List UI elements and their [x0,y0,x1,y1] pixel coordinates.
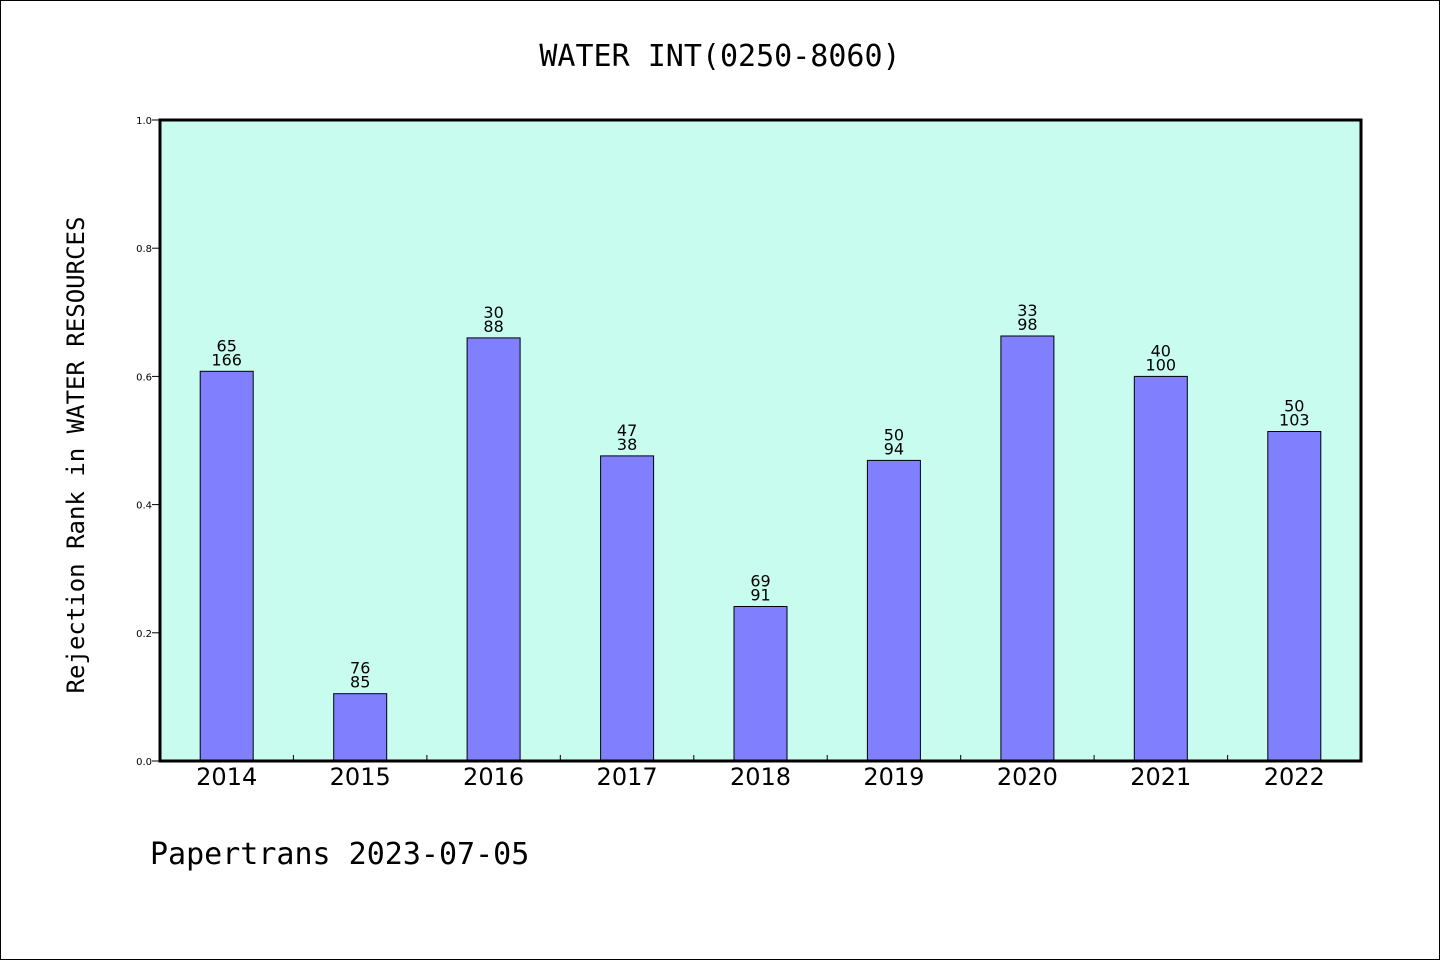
data-label-bottom-2015: 85 [350,673,370,692]
data-label-top-2018: 69 [750,572,770,591]
bar-2018 [733,606,788,762]
data-label-bottom-2014: 166 [211,350,242,369]
chart-title: WATER INT(0250-8060) [539,39,900,74]
x-tick-label-2017: 2017 [597,763,658,791]
data-label-top-2021: 40 [1151,341,1171,360]
x-tick-label-2015: 2015 [330,763,391,791]
data-label-top-2017: 47 [617,421,637,440]
bar-2022 [1267,431,1322,762]
data-label-top-2014: 65 [217,336,237,355]
data-label-bottom-2022: 103 [1279,411,1310,430]
data-label-bottom-2021: 100 [1146,355,1177,374]
data-label-bottom-2016: 88 [483,317,503,336]
footer-text: Papertrans 2023-07-05 [150,837,529,872]
x-tick-label-2018: 2018 [730,763,791,791]
x-tick-label-2014: 2014 [196,763,257,791]
data-label-bottom-2019: 94 [884,439,904,458]
y-tick-label: 0.2 [136,629,152,640]
y-axis-label: Rejection Rank in WATER RESOURCES [62,217,90,694]
data-label-top-2016: 30 [483,303,503,322]
bar-2016 [466,337,521,762]
bar-2020 [1000,335,1055,762]
x-tick-label-2020: 2020 [997,763,1058,791]
data-label-top-2015: 76 [350,659,370,678]
bar-2021 [1133,375,1188,762]
data-label-bottom-2020: 98 [1017,315,1037,334]
y-tick-label: 0.8 [136,244,152,255]
data-label-bottom-2017: 38 [617,435,637,454]
bar-2019 [866,459,921,762]
y-tick-label: 0.4 [136,501,152,512]
x-tick-label-2019: 2019 [863,763,924,791]
data-label-bottom-2018: 91 [750,586,770,605]
bar-2014 [199,370,254,762]
y-tick-label: 0.6 [136,372,152,383]
ticks-layer: 2014 2015 2016 2017 2018 2019 2020 2021 2022 0.0 0… [136,116,1325,791]
x-tick-label-2021: 2021 [1130,763,1191,791]
y-tick-label: 1.0 [136,116,152,127]
bar-2015 [333,693,388,762]
data-label-top-2022: 50 [1284,397,1304,416]
data-label-top-2019: 50 [884,425,904,444]
bar-2017 [600,455,655,762]
data-label-top-2020: 33 [1017,301,1037,320]
x-tick-label-2022: 2022 [1264,763,1325,791]
y-tick-label: 0.0 [136,757,152,768]
plot-border [158,118,1363,763]
x-tick-label-2016: 2016 [463,763,524,791]
